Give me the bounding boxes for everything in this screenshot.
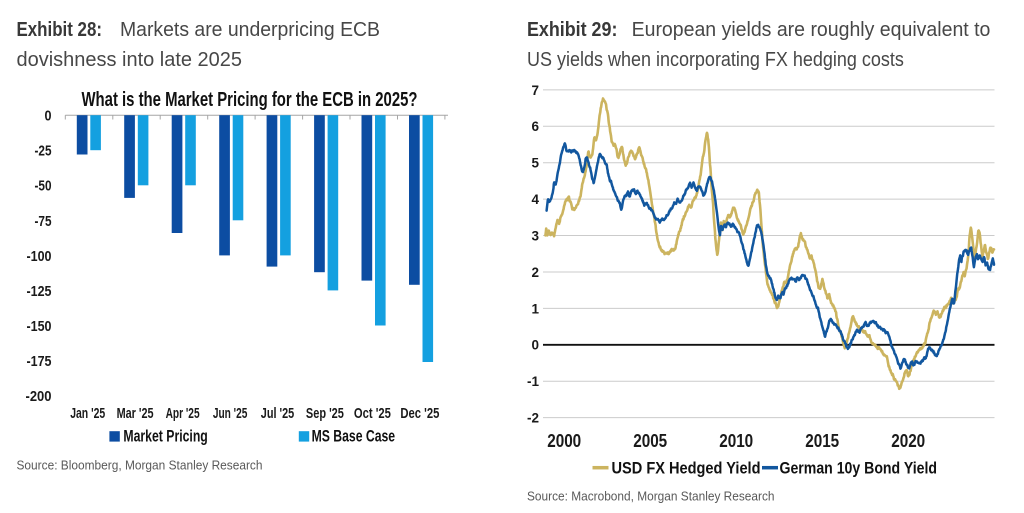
svg-text:Sep '25: Sep '25 bbox=[306, 405, 344, 422]
svg-text:MS Base Case: MS Base Case bbox=[312, 426, 396, 445]
svg-text:2020: 2020 bbox=[891, 431, 925, 451]
svg-text:2000: 2000 bbox=[547, 431, 581, 451]
svg-text:2010: 2010 bbox=[719, 431, 753, 451]
svg-text:Apr '25: Apr '25 bbox=[166, 405, 200, 422]
svg-text:-50: -50 bbox=[35, 178, 52, 195]
svg-text:Source: Bloomberg, Morgan Stan: Source: Bloomberg, Morgan Stanley Resear… bbox=[17, 457, 263, 472]
svg-text:2: 2 bbox=[531, 265, 539, 280]
svg-text:-75: -75 bbox=[35, 213, 52, 230]
svg-text:1: 1 bbox=[531, 301, 539, 316]
svg-text:dovishness into late 2025: dovishness into late 2025 bbox=[17, 49, 243, 71]
svg-text:Mar '25: Mar '25 bbox=[117, 405, 154, 422]
svg-text:6: 6 bbox=[531, 119, 539, 134]
svg-text:Exhibit 29:: Exhibit 29: bbox=[527, 19, 617, 41]
svg-text:0: 0 bbox=[531, 338, 539, 353]
svg-text:2005: 2005 bbox=[633, 431, 667, 451]
svg-text:Dec '25: Dec '25 bbox=[400, 405, 439, 422]
svg-text:Source: Macrobond, Morgan Stan: Source: Macrobond, Morgan Stanley Resear… bbox=[527, 489, 775, 504]
svg-text:Markets are underpricing ECB: Markets are underpricing ECB bbox=[120, 19, 380, 41]
svg-text:US yields when incorporating F: US yields when incorporating FX hedging … bbox=[527, 49, 904, 71]
svg-text:-25: -25 bbox=[35, 143, 52, 160]
svg-text:-175: -175 bbox=[27, 353, 52, 370]
svg-text:What is the Market Pricing for: What is the Market Pricing for the ECB i… bbox=[82, 89, 418, 111]
svg-text:Oct '25: Oct '25 bbox=[354, 405, 391, 422]
svg-text:-100: -100 bbox=[27, 248, 52, 265]
svg-text:USD FX Hedged Yield: USD FX Hedged Yield bbox=[612, 459, 761, 478]
svg-text:-1: -1 bbox=[527, 374, 539, 389]
svg-text:Jun '25: Jun '25 bbox=[213, 405, 248, 422]
svg-text:Jul '25: Jul '25 bbox=[261, 405, 295, 422]
svg-text:European yields are roughly eq: European yields are roughly equivalent t… bbox=[632, 19, 991, 41]
svg-text:7: 7 bbox=[531, 83, 539, 98]
svg-text:2015: 2015 bbox=[805, 431, 839, 451]
svg-text:-150: -150 bbox=[27, 318, 52, 335]
svg-text:Exhibit 28:: Exhibit 28: bbox=[17, 19, 103, 41]
svg-text:0: 0 bbox=[45, 108, 52, 125]
svg-text:Jan '25: Jan '25 bbox=[70, 405, 105, 422]
svg-text:3: 3 bbox=[531, 228, 539, 243]
svg-text:-200: -200 bbox=[26, 388, 52, 405]
svg-text:-2: -2 bbox=[527, 411, 539, 426]
svg-text:German 10y Bond Yield: German 10y Bond Yield bbox=[780, 459, 938, 478]
svg-text:Market Pricing: Market Pricing bbox=[123, 426, 207, 445]
svg-text:5: 5 bbox=[531, 156, 539, 171]
svg-text:-125: -125 bbox=[27, 283, 52, 300]
svg-text:4: 4 bbox=[531, 192, 539, 207]
